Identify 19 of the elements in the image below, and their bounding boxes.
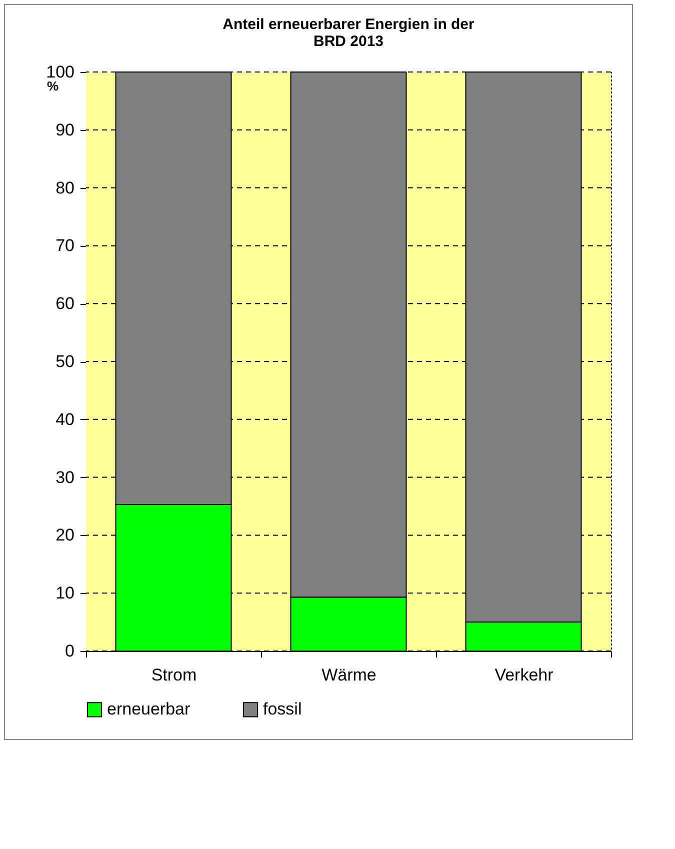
legend-label: fossil — [263, 700, 302, 719]
y-axis-title: % — [46, 78, 59, 94]
text: Anteil erneuerbarer Energien in der — [222, 16, 474, 33]
text: BRD 2013 — [313, 33, 384, 50]
y-tick-label: 50 — [56, 352, 74, 371]
y-tick-label: 60 — [56, 294, 74, 314]
y-tick-label: 0 — [65, 642, 74, 660]
legend-label: erneuerbar — [107, 700, 191, 719]
y-tick-label: 10 — [56, 584, 74, 603]
y-tick-label: 90 — [56, 120, 74, 140]
y-tick-label: 30 — [56, 468, 74, 487]
y-tick-label: 20 — [56, 526, 74, 545]
y-tick-label: 80 — [56, 178, 74, 198]
x-tick-label: Verkehr — [494, 666, 554, 684]
x-tick-label: Strom — [151, 666, 197, 684]
y-tick-label: 40 — [56, 410, 74, 429]
x-tick-label: Wärme — [322, 666, 376, 684]
y-tick-label: 100 — [46, 62, 74, 82]
y-tick-label: 70 — [56, 236, 74, 256]
